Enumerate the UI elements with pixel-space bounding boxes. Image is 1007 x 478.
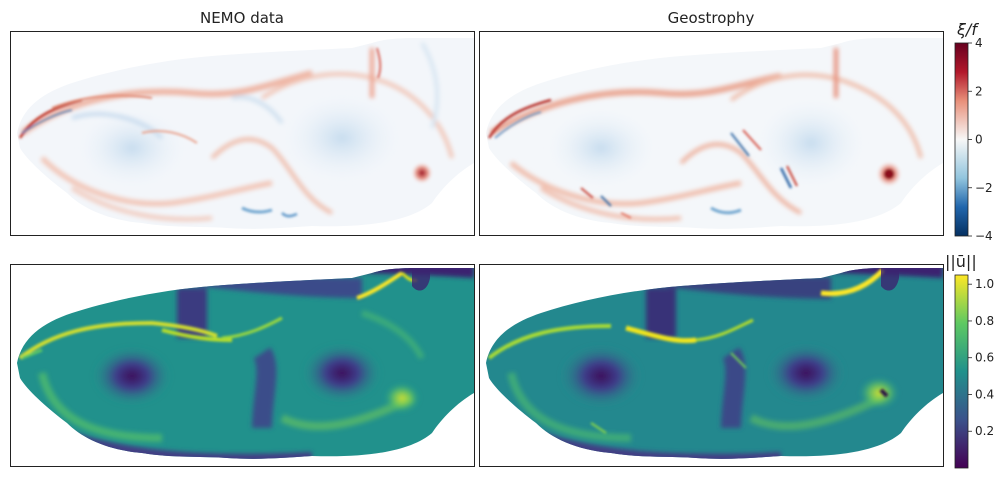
column-title-nemo: NEMO data bbox=[200, 9, 284, 27]
column-title-geostrophy: Geostrophy bbox=[668, 9, 755, 27]
colorbar-tick-label: −4 bbox=[975, 229, 993, 243]
colorbar-tick-label: 0.8 bbox=[975, 314, 994, 328]
colorbar-tick-label: 0.2 bbox=[975, 424, 994, 438]
colorbar-speed: ||ū|| 1.0 0.8 0.6 0.4 0.2 bbox=[945, 252, 994, 469]
colorbar-speed-scale bbox=[954, 274, 969, 469]
colorbar-speed-label: ||ū|| bbox=[945, 252, 977, 271]
colorbar-vorticity: ξ/f 4 2 0 −2 −4 bbox=[954, 20, 993, 243]
colorbar-tick-label: 1.0 bbox=[975, 277, 994, 291]
panel-vorticity-geostrophy bbox=[479, 31, 944, 236]
colorbar-tick-label: 4 bbox=[975, 36, 983, 50]
colorbar-vorticity-label: ξ/f bbox=[956, 20, 979, 39]
colorbar-vorticity-scale bbox=[954, 42, 969, 237]
colorbar-tick-label: 2 bbox=[975, 84, 983, 98]
colorbar-tick-label: 0.4 bbox=[975, 387, 994, 401]
panel-speed-geostrophy bbox=[479, 248, 944, 478]
colorbar-tick-label: 0.6 bbox=[975, 351, 994, 365]
colorbar-tick-label: 0 bbox=[975, 133, 983, 147]
panel-vorticity-nemo bbox=[10, 31, 475, 236]
panel-speed-nemo bbox=[10, 248, 475, 478]
colorbar-tick-label: −2 bbox=[975, 181, 993, 195]
